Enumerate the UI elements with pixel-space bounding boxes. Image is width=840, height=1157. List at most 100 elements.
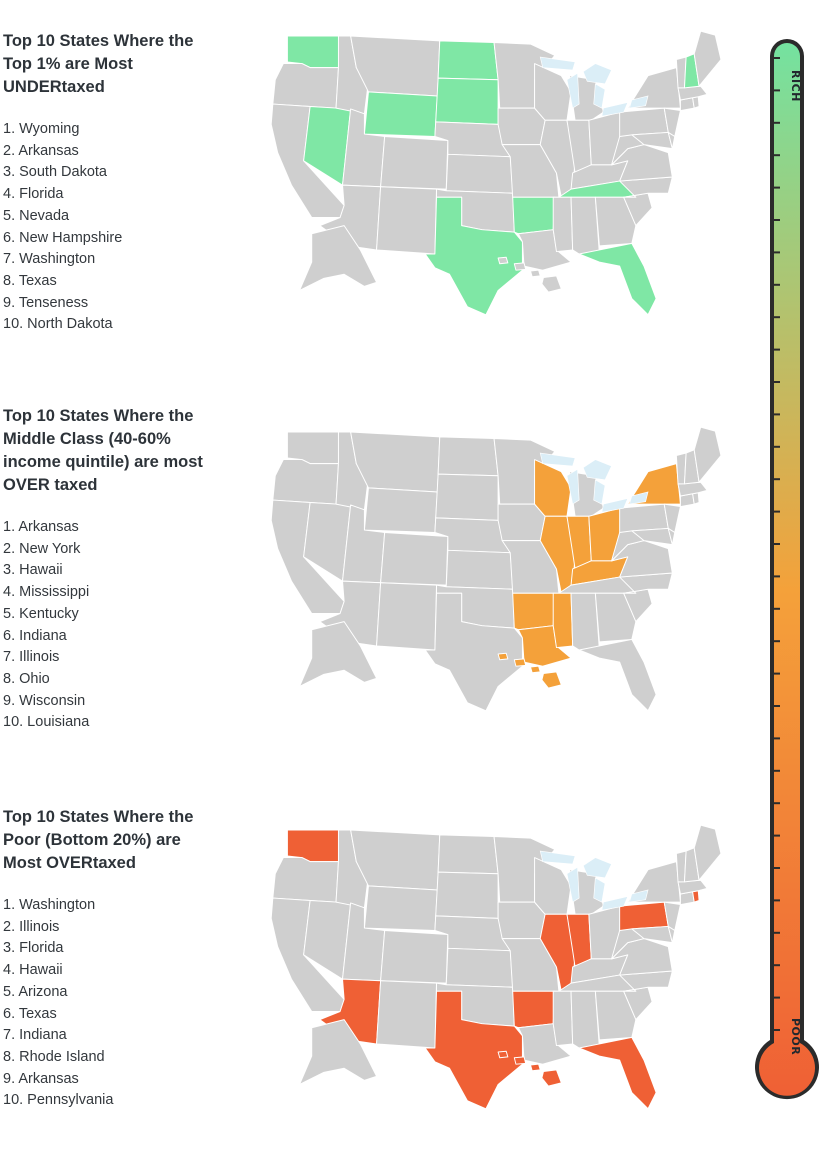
section-title: Top 10 States Where the Top 1% are Most …	[3, 30, 193, 99]
state-wy-highlighted	[363, 91, 438, 137]
title-line: Most OVERtaxed	[3, 854, 136, 872]
state-sd	[435, 473, 499, 521]
state-ga	[594, 990, 637, 1041]
great-lake	[593, 479, 606, 505]
state-tx-highlighted	[424, 990, 523, 1110]
state-ri	[692, 96, 700, 109]
great-lake	[582, 63, 612, 85]
state-ar-highlighted	[512, 990, 556, 1029]
state-wa-highlighted	[286, 829, 339, 863]
thermometer-graphic	[755, 39, 819, 1100]
list-item: 5. Kentucky	[3, 605, 79, 622]
state-wi-highlighted	[534, 459, 572, 517]
state-hi-highlighted	[497, 1050, 562, 1087]
state-me	[693, 426, 722, 483]
state-ms	[552, 990, 574, 1047]
list-item: 4. Mississippi	[3, 584, 90, 601]
state-tx	[424, 592, 523, 712]
list-item: 1. Arkansas	[3, 519, 79, 535]
state-ranking-list: 1. Arkansas 2. New York 3. Hawaii 4. Mis…	[3, 517, 89, 734]
state-ar-highlighted	[512, 196, 556, 235]
list-item: 10. Pennsylvania	[3, 1092, 114, 1109]
great-lake	[582, 459, 612, 481]
state-ri	[692, 492, 700, 505]
state-nm	[376, 186, 438, 255]
state-pa	[619, 107, 669, 137]
list-item: 8. Ohio	[3, 670, 50, 687]
list-item: 8. Texas	[3, 272, 57, 289]
list-item: 9. Tenseness	[3, 294, 89, 311]
list-item: 4. Florida	[3, 186, 64, 203]
state-nd-highlighted	[437, 40, 499, 81]
list-item: 3. South Dakota	[3, 164, 107, 181]
great-lake	[601, 101, 629, 117]
list-item: 10. North Dakota	[3, 316, 113, 333]
us-map	[255, 22, 725, 332]
title-line: OVER taxed	[3, 476, 98, 494]
rich-label: RICH	[789, 70, 802, 102]
state-de	[667, 925, 676, 944]
list-item: 1. Washington	[3, 897, 96, 913]
state-nd	[437, 436, 499, 477]
state-pa	[619, 503, 669, 533]
list-item: 3. Florida	[3, 940, 64, 957]
state-ks	[445, 549, 514, 590]
state-co	[380, 135, 449, 190]
title-line: UNDERtaxed	[3, 78, 105, 96]
list-item: 7. Washington	[3, 251, 96, 268]
state-ga	[594, 196, 637, 247]
thermometer-ticks	[774, 57, 780, 1031]
state-hi	[497, 256, 562, 293]
title-line: Poor (Bottom 20%) are	[3, 831, 181, 849]
state-tx-highlighted	[424, 196, 523, 316]
state-wy	[363, 487, 438, 533]
title-line: income quintile) are most	[3, 453, 203, 471]
state-ri-highlighted	[692, 890, 700, 903]
state-co	[380, 929, 449, 984]
list-item: 8. Rhode Island	[3, 1048, 105, 1065]
state-ks	[445, 153, 514, 194]
list-item: 6. Indiana	[3, 627, 67, 644]
state-fl-highlighted	[578, 242, 657, 316]
title-line: Top 1% are Most	[3, 55, 133, 73]
section-title: Top 10 States Where the Middle Class (40…	[3, 405, 203, 497]
state-nd	[437, 834, 499, 875]
list-item: 4. Hawaii	[3, 962, 63, 979]
great-lake	[566, 72, 580, 109]
great-lake	[539, 850, 576, 865]
state-co	[380, 531, 449, 586]
state-de	[667, 527, 676, 546]
list-item: 6. New Hampshire	[3, 229, 123, 246]
list-item: 10. Louisiana	[3, 714, 90, 731]
list-item: 5. Arizona	[3, 983, 68, 1000]
great-lake	[566, 468, 580, 505]
state-fl-highlighted	[578, 1036, 657, 1110]
state-or	[272, 857, 339, 903]
state-wy	[363, 885, 438, 931]
great-lake	[566, 866, 580, 903]
state-wi	[534, 857, 572, 915]
list-item: 2. New York	[3, 540, 81, 557]
state-hi-highlighted	[497, 652, 562, 689]
state-nm	[376, 980, 438, 1049]
state-ranking-list: 1. Wyoming 2. Arkansas 3. South Dakota 4…	[3, 119, 122, 336]
state-al	[570, 196, 600, 255]
great-lake	[628, 889, 649, 903]
state-sd	[435, 871, 499, 919]
wealth-thermometer: RICH POOR	[750, 30, 820, 1120]
list-item: 6. Texas	[3, 1005, 57, 1022]
great-lake	[539, 56, 576, 71]
great-lake	[539, 452, 576, 467]
list-item: 7. Illinois	[3, 649, 60, 666]
great-lake	[582, 857, 612, 879]
state-pa-highlighted	[619, 901, 669, 931]
list-item: 1. Wyoming	[3, 121, 80, 137]
state-or	[272, 459, 339, 505]
list-item: 9. Arkansas	[3, 1070, 79, 1087]
list-item: 7. Indiana	[3, 1027, 67, 1044]
list-item: 2. Arkansas	[3, 142, 79, 159]
section-title: Top 10 States Where the Poor (Bottom 20%…	[3, 806, 193, 875]
state-wa	[286, 431, 339, 465]
us-map-graphic	[270, 824, 722, 1110]
great-lake	[593, 83, 606, 109]
